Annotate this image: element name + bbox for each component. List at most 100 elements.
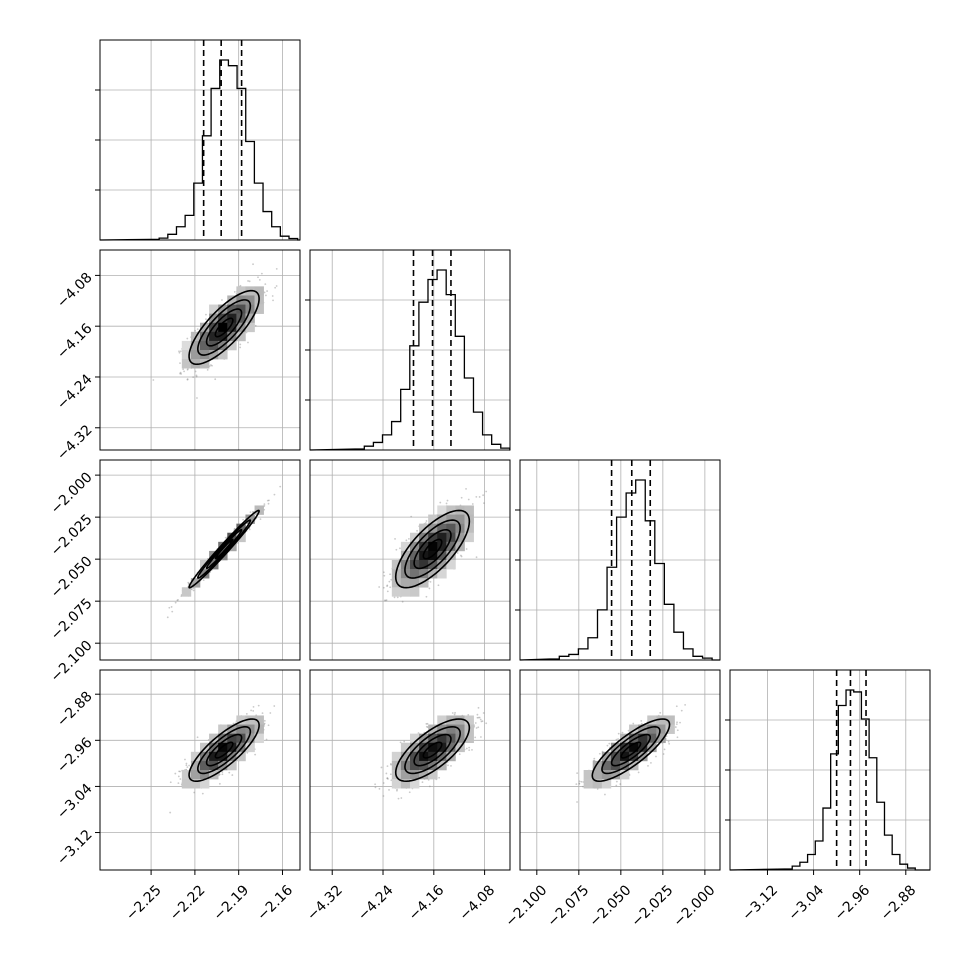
scatter-panel-2-1 [309, 459, 511, 661]
sample-point [247, 341, 249, 344]
sample-point [482, 494, 485, 497]
sample-point [178, 350, 180, 353]
histogram-panel-1 [309, 249, 511, 451]
sample-point [386, 585, 388, 588]
sample-point [251, 510, 254, 513]
density-cell [245, 742, 255, 753]
sample-point [245, 712, 248, 715]
density-cell [218, 350, 228, 360]
contour-line-0 [422, 538, 443, 560]
sample-point [451, 712, 454, 714]
sample-point [180, 372, 183, 375]
sample-point [640, 720, 643, 722]
sample-point [403, 740, 406, 743]
sample-point [667, 740, 670, 743]
panel-content [374, 706, 488, 800]
sample-point [179, 770, 181, 773]
sample-point [196, 397, 198, 399]
sample-point [408, 537, 410, 540]
sample-point [576, 772, 579, 775]
contour-line-2 [197, 299, 252, 356]
density-cell [181, 587, 192, 597]
contour-line-0 [422, 741, 443, 759]
density-cell [464, 715, 474, 725]
sample-point [460, 555, 463, 558]
density-cell [200, 760, 210, 771]
density-cell [446, 541, 456, 552]
sample-point [474, 736, 477, 739]
density-cell [245, 295, 255, 305]
sample-point [242, 518, 245, 521]
contour-line-3 [591, 718, 671, 783]
sample-point [382, 586, 385, 589]
density-cell [446, 514, 456, 524]
density-cell [601, 760, 612, 771]
sample-point [393, 596, 396, 599]
density-cell [437, 742, 447, 753]
sample-point [250, 709, 253, 712]
x-tick-label-3-2: −2.96 [832, 882, 874, 924]
contour-line-3 [394, 509, 471, 589]
sample-point [615, 784, 618, 787]
sample-point [471, 749, 473, 751]
sample-point [265, 738, 268, 741]
sample-point [263, 722, 266, 725]
sample-point [218, 782, 221, 785]
density-cell [254, 715, 264, 725]
density-cell [218, 724, 228, 734]
density-cell [437, 505, 447, 515]
sample-point [177, 782, 180, 785]
sample-point [479, 718, 482, 721]
density-cell [209, 304, 219, 314]
sample-point [438, 776, 441, 779]
density-cell [601, 751, 612, 762]
sample-point [388, 580, 391, 583]
sample-point [382, 571, 385, 574]
sample-point [485, 490, 488, 493]
sample-point [684, 703, 687, 706]
sample-point [396, 788, 398, 791]
density-cell [400, 779, 411, 789]
density-cell [647, 733, 657, 744]
density-cell [410, 742, 420, 753]
density-cell [190, 350, 201, 360]
sample-point [460, 496, 463, 499]
sample-point [196, 328, 199, 331]
sample-point [180, 595, 183, 598]
sample-point [468, 746, 471, 749]
y-tick-label-2-2: −2.050 [48, 554, 96, 602]
density-cell [209, 350, 219, 360]
sample-point [416, 529, 418, 532]
contour-line-2 [197, 725, 252, 775]
density-cell [227, 733, 237, 744]
sample-point [388, 789, 390, 791]
density-cell [428, 532, 438, 543]
density-cell [647, 742, 657, 753]
panel-frame [99, 459, 301, 661]
density-cell [236, 523, 246, 534]
sample-point [479, 736, 482, 738]
sample-point [659, 711, 662, 714]
density-cell [638, 733, 648, 744]
sample-point [428, 587, 431, 590]
panel-content [169, 704, 276, 814]
density-cell [464, 523, 474, 534]
density-cell [410, 770, 420, 780]
density-cell [245, 733, 255, 744]
density-cell [181, 350, 192, 360]
sample-point [201, 792, 204, 795]
sample-point [195, 374, 198, 377]
y-tick-label-2-0: −2.100 [48, 638, 96, 686]
sample-point [617, 732, 620, 735]
density-cell [245, 715, 255, 725]
sample-point [480, 720, 483, 723]
sample-point [475, 556, 478, 559]
density-cell [190, 779, 201, 789]
sample-point [265, 294, 267, 297]
sample-point [237, 542, 239, 544]
density-cell [218, 733, 228, 744]
panel-frame [309, 669, 511, 871]
sample-point [619, 783, 622, 785]
sample-point [385, 599, 388, 602]
density-cell [665, 715, 675, 725]
